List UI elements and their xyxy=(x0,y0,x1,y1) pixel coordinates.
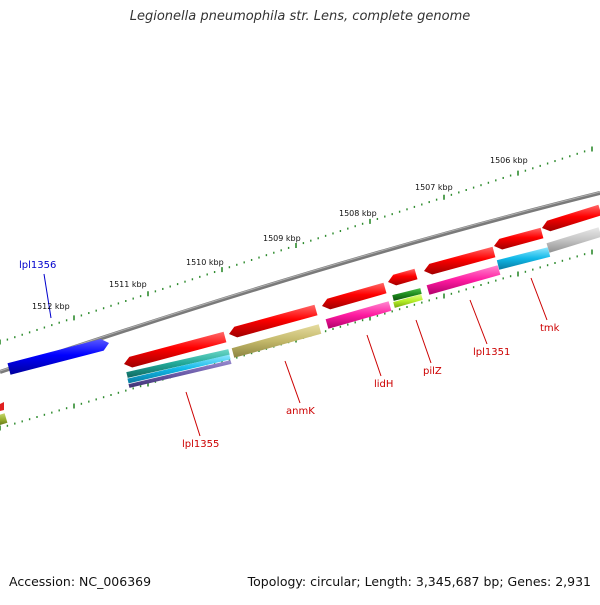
leader-lpl1356 xyxy=(44,274,51,318)
gene-label-lpl1355[interactable]: lpl1355 xyxy=(182,439,219,450)
gene-label-lpl1356[interactable]: lpl1356 xyxy=(19,260,56,271)
scale-label-1509: 1509 kbp xyxy=(263,234,301,243)
leader-lpl1351 xyxy=(470,300,487,344)
leader-pilZ xyxy=(416,320,431,363)
gene-left-edge-red[interactable] xyxy=(0,402,4,411)
leader-anmK xyxy=(285,361,300,403)
gene-lpl1356[interactable] xyxy=(8,339,110,375)
scale-label-1511: 1511 kbp xyxy=(109,280,147,289)
leader-lpl1355 xyxy=(186,392,200,436)
track-left-edge-olive[interactable] xyxy=(0,413,7,426)
scale-label-1506: 1506 kbp xyxy=(490,156,528,165)
accession-text: Accession: NC_006369 xyxy=(9,574,151,589)
gene-pilZ[interactable] xyxy=(388,269,418,286)
scale-label-1508: 1508 kbp xyxy=(339,209,377,218)
map-title: Legionella pneumophila str. Lens, comple… xyxy=(0,9,600,24)
gene-right-edge[interactable] xyxy=(542,205,600,232)
scale-label-1512: 1512 kbp xyxy=(32,302,70,311)
topology-text: Topology: circular; Length: 3,345,687 bp… xyxy=(248,574,591,589)
leader-tmk xyxy=(531,278,547,320)
leader-lidH xyxy=(367,335,381,376)
gene-label-anmK[interactable]: anmK xyxy=(286,406,315,417)
gene-label-pilZ[interactable]: pilZ xyxy=(423,366,442,377)
track-tmk-cyan[interactable] xyxy=(497,247,550,270)
scale-label-1507: 1507 kbp xyxy=(415,183,453,192)
gene-label-lidH[interactable]: lidH xyxy=(374,379,393,390)
gene-label-lpl1351[interactable]: lpl1351 xyxy=(473,347,510,358)
track-right-grey[interactable] xyxy=(547,227,600,253)
scale-label-1510: 1510 kbp xyxy=(186,258,224,267)
gene-label-tmk[interactable]: tmk xyxy=(540,323,560,334)
gene-tmk[interactable] xyxy=(494,228,543,250)
